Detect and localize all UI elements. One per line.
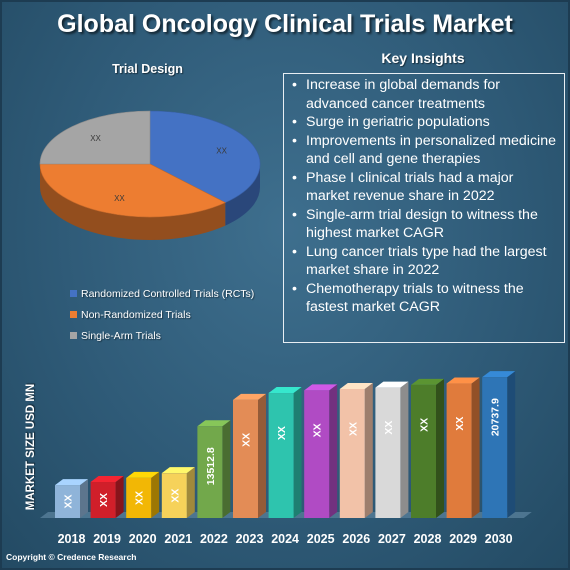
pie-slice: [39, 163, 226, 218]
pie-slice: [149, 110, 261, 203]
bar-category-label: 2019: [93, 532, 121, 546]
insight-item: Improvements in personalized medicine an…: [288, 132, 560, 169]
insight-item: Surge in geriatric populations: [288, 113, 560, 132]
bar-side: [115, 476, 124, 518]
bar-value-label: XX: [454, 417, 466, 431]
insight-item: Chemotherapy trials to witness the faste…: [288, 280, 560, 317]
legend-swatch: [70, 290, 77, 297]
bar-top: [339, 382, 373, 389]
bar-category-label: 2020: [129, 532, 157, 546]
bar-side: [329, 384, 338, 518]
legend-swatch: [70, 311, 77, 318]
bar-side: [186, 467, 195, 518]
bar-side: [507, 371, 516, 518]
bar-top: [375, 381, 409, 388]
bar-top: [482, 371, 516, 378]
bar-top: [55, 479, 88, 486]
pie-chart: XX XX XX: [39, 110, 261, 240]
pie-slice-label: XX: [114, 194, 125, 203]
bar-top: [304, 384, 338, 391]
legend-item: Single-Arm Trials: [70, 325, 254, 346]
bar-top: [446, 377, 480, 384]
insight-item: Single-arm trial design to witness the h…: [288, 206, 560, 243]
bar-value-label: 20737.9: [490, 398, 502, 436]
bar: [90, 482, 116, 518]
chart-title: Global Oncology Clinical Trials Market: [57, 10, 513, 38]
bar-top: [126, 471, 160, 478]
bar: [339, 388, 365, 518]
bar-value-label: XX: [419, 418, 431, 432]
bar-category-label: 2024: [271, 532, 299, 546]
bar-category-label: 2026: [342, 532, 370, 546]
bar-top: [233, 393, 266, 400]
legend-item: Randomized Controlled Trials (RCTs): [70, 283, 254, 304]
bar: [197, 426, 223, 518]
pie-legend: Randomized Controlled Trials (RCTs) Non-R…: [70, 283, 254, 346]
insight-item: Phase I clinical trials had a major mark…: [288, 169, 560, 206]
copyright-text: Copyright © Credence Research: [6, 552, 137, 562]
legend-label: Non-Randomized Trials: [81, 308, 191, 321]
bar-category-label: 2018: [58, 532, 86, 546]
bar-top: [197, 420, 231, 427]
bar: [446, 383, 472, 518]
legend-item: Non-Randomized Trials: [70, 304, 254, 325]
insight-item: Lung cancer trials type had the largest …: [288, 243, 560, 280]
bar-side: [80, 479, 88, 518]
legend-label: Randomized Controlled Trials (RCTs): [81, 287, 255, 300]
bar-chart: XX 2018 XX 2019 XX 2020 XX 2021 13512.8 2022 XX 202…: [40, 371, 532, 546]
bar-value-label: XX: [347, 422, 359, 436]
bar-value-label: XX: [241, 433, 253, 447]
bar-value-label: XX: [312, 423, 324, 437]
pie-slice-label: XX: [90, 134, 101, 143]
bar-category-label: 2025: [307, 532, 335, 546]
bar-side: [293, 387, 302, 518]
bar-value-label: 13512.8: [205, 447, 217, 485]
bar-top: [411, 378, 444, 385]
bar-category-label: 2030: [485, 532, 513, 546]
bar-value-label: XX: [276, 426, 288, 440]
bar-side: [222, 420, 231, 518]
bar-category-label: 2028: [414, 532, 442, 546]
bar: [268, 393, 294, 518]
bar-top: [268, 387, 302, 394]
bar: [126, 477, 152, 518]
bar-side: [436, 378, 444, 518]
pie-slice-side: [225, 164, 260, 226]
bar: [304, 390, 330, 518]
bar: [55, 485, 80, 518]
bar: [233, 399, 258, 518]
bar-category-label: 2021: [164, 532, 192, 546]
bar: [482, 377, 508, 518]
bar-value-label: XX: [98, 493, 110, 507]
bar-category-label: 2022: [200, 532, 228, 546]
insights-box: Increase in global demands for advanced …: [283, 73, 565, 343]
pie-slice-label: XX: [216, 146, 227, 155]
pie-slice: [39, 110, 151, 165]
bar-category-label: 2027: [378, 532, 406, 546]
insight-item: Increase in global demands for advanced …: [288, 76, 560, 113]
bar: [375, 387, 401, 518]
bar-side: [151, 471, 160, 518]
bar-value-label: XX: [383, 421, 395, 435]
insights-heading: Key Insights: [381, 50, 465, 66]
bar: [161, 473, 187, 518]
insights-list: Increase in global demands for advanced …: [288, 76, 560, 317]
bar-side: [364, 382, 373, 518]
bar-side: [471, 377, 480, 518]
legend-swatch: [70, 332, 77, 339]
legend-label: Single-Arm Trials: [81, 329, 161, 342]
pie-slice-side: [40, 164, 226, 240]
bar-value-label: XX: [134, 491, 146, 505]
bar-value-label: XX: [63, 495, 75, 509]
bar: [411, 384, 436, 518]
pie-chart-title: Trial Design: [112, 62, 183, 76]
bar-category-label: 2023: [236, 532, 264, 546]
bar-side: [258, 393, 266, 518]
bar-top: [161, 467, 195, 474]
bar-side: [400, 381, 409, 518]
bar-top: [90, 476, 124, 483]
bar-category-label: 2029: [449, 532, 477, 546]
bar-value-label: XX: [169, 489, 181, 503]
